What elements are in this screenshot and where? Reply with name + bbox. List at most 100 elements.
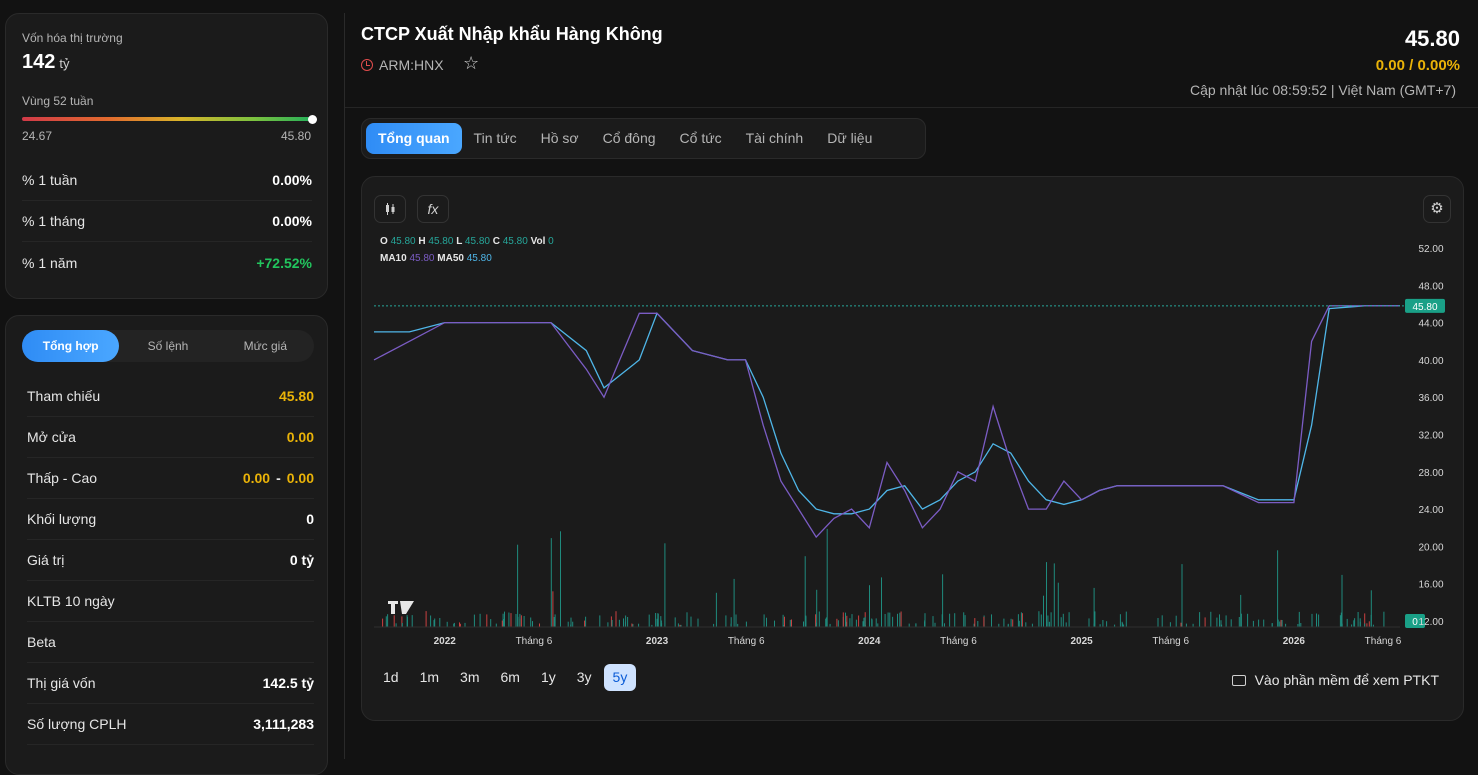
volume-bar [1240, 613, 1242, 627]
volume-bar [1285, 623, 1287, 627]
tab-co-dong[interactable]: Cổ đông [602, 130, 656, 146]
volume-bar [877, 623, 879, 627]
tab-tin-tuc[interactable]: Tin tức [473, 130, 517, 146]
volume-bar [837, 620, 839, 627]
volume-bar [845, 612, 846, 627]
y-tick-label: 32.00 [1418, 431, 1443, 442]
x-tick-label: Tháng 6 [940, 636, 977, 647]
perf-1y: % 1 năm +72.52% [22, 254, 312, 271]
row-kltb: KLTB 10 ngày [27, 581, 314, 622]
volume-bar [858, 615, 860, 627]
tab-so-lenh[interactable]: Số lệnh [147, 339, 189, 353]
volume-bar [439, 618, 441, 627]
tab-tong-quan[interactable]: Tổng quan [366, 123, 462, 154]
period-1y[interactable]: 1y [540, 669, 556, 685]
volume-bar [1368, 621, 1370, 627]
volume-bar [1010, 618, 1012, 627]
volume-bar [599, 615, 601, 627]
volume-bar [1102, 620, 1104, 627]
volume-bar [745, 621, 747, 627]
star-icon[interactable]: ☆ [463, 53, 480, 73]
period-6m[interactable]: 6m [500, 669, 520, 685]
volume-bar [737, 623, 739, 627]
quote-tabs: Tổng hợp Số lệnh Mức giá [22, 330, 314, 362]
monitor-icon [1231, 674, 1246, 686]
volume-bar [519, 613, 521, 627]
volume-bar [1351, 624, 1353, 627]
volume-bar [869, 585, 870, 627]
volume-bar [1298, 611, 1300, 627]
period-3m[interactable]: 3m [460, 669, 480, 685]
volume-bar [1230, 619, 1232, 627]
volume-bar [1341, 623, 1343, 627]
volume-bar [552, 591, 554, 627]
tab-muc-gia[interactable]: Mức giá [243, 339, 288, 353]
volume-bar [446, 621, 448, 627]
open-ptkt-link[interactable]: Vào phần mềm để xem PTKT [1231, 672, 1439, 688]
volume-bar [1221, 624, 1223, 627]
volume-bar [651, 624, 653, 627]
volume-bar [510, 613, 512, 627]
volume-bar [411, 615, 413, 627]
volume-bar [1204, 617, 1206, 627]
volume-bar [954, 613, 956, 627]
y-tick-label: 52.00 [1418, 244, 1443, 255]
volume-bar [1106, 621, 1108, 627]
volume-bar [697, 618, 699, 627]
last-volume-label: 0 [1412, 617, 1418, 628]
period-1d[interactable]: 1d [383, 669, 399, 685]
volume-bar [862, 621, 864, 627]
volume-bar [459, 623, 461, 627]
period-1m[interactable]: 1m [419, 669, 440, 685]
tab-tai-chinh[interactable]: Tài chính [745, 130, 804, 146]
volume-bar [567, 621, 569, 627]
volume-bar [900, 611, 902, 627]
volume-bar [733, 578, 735, 627]
volume-bar [964, 615, 966, 627]
volume-bar [1316, 613, 1317, 627]
volume-bar [686, 612, 688, 627]
candlestick-icon[interactable] [374, 195, 406, 223]
volume-bar [1169, 622, 1171, 627]
volume-bar [1357, 612, 1359, 627]
volume-bar [825, 617, 827, 627]
x-tick-label: 2024 [858, 636, 881, 647]
volume-bar [677, 623, 679, 627]
volume-bar [627, 617, 629, 627]
tab-tong-hop[interactable]: Tổng hợp [22, 330, 120, 362]
volume-bar [829, 624, 831, 627]
volume-bar [715, 592, 717, 627]
volume-bar [680, 624, 682, 627]
price-change: 0.00 / 0.00% [1375, 57, 1460, 74]
volume-bar [826, 528, 828, 627]
volume-bar [713, 623, 715, 627]
panel-divider [344, 13, 345, 759]
perf-1w: % 1 tuần 0.00% [22, 160, 312, 201]
period-5y[interactable]: 5y [603, 664, 637, 691]
volume-bar [550, 538, 552, 627]
tab-ho-so[interactable]: Hồ sơ [540, 130, 579, 146]
y-tick-label: 24.00 [1418, 505, 1443, 516]
period-3y[interactable]: 3y [576, 669, 592, 685]
volume-bar [1175, 615, 1177, 627]
tab-du-lieu[interactable]: Dữ liệu [827, 130, 873, 146]
volume-bar [1277, 619, 1279, 627]
price-chart[interactable]: 45.80 0 52.00 48.00 44.00 40.00 36.00 32.00 28.0… [362, 177, 1463, 647]
volume-bar [479, 613, 481, 627]
volume-bar [1094, 611, 1096, 627]
volume-bar [517, 544, 519, 627]
volume-bar [1093, 623, 1095, 627]
range-52w-label: Vùng 52 tuần [22, 94, 94, 108]
indicator-icon[interactable]: fx [417, 195, 449, 223]
volume-bar [570, 617, 572, 627]
volume-bar [1099, 624, 1101, 627]
volume-bar [825, 618, 827, 627]
volume-bar [1199, 612, 1201, 627]
volume-bar [1252, 620, 1254, 627]
volume-bar [991, 614, 992, 627]
gear-icon[interactable]: ⚙ [1423, 195, 1451, 223]
volume-bar [515, 614, 517, 627]
volume-bar [863, 617, 865, 627]
tab-co-tuc[interactable]: Cổ tức [679, 130, 722, 146]
volume-bar [949, 613, 951, 627]
